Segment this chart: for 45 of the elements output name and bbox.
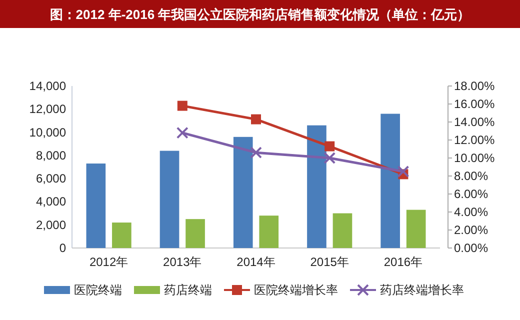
bar <box>186 219 205 248</box>
bar <box>160 150 180 248</box>
legend-label: 药店终端 <box>164 283 212 297</box>
y2-tick-label: 8.00% <box>454 169 488 183</box>
x-tick-label: 2014年 <box>236 255 276 269</box>
y2-tick-label: 6.00% <box>454 187 488 201</box>
y-tick-label: 8,000 <box>36 148 66 162</box>
bar <box>259 216 279 248</box>
bar <box>380 114 400 248</box>
point <box>324 141 335 152</box>
point <box>324 152 336 164</box>
y2-tick-label: 18.00% <box>454 79 496 93</box>
y2-tick-label: 16.00% <box>454 97 496 111</box>
x-tick-label: 2015年 <box>310 255 349 269</box>
point <box>250 146 262 159</box>
x-tick-label: 2013年 <box>163 255 202 269</box>
bar <box>112 222 132 248</box>
y2-tick-label: 12.00% <box>454 133 496 147</box>
legend-label: 医院终端 <box>74 283 122 297</box>
bar <box>307 125 326 248</box>
bar <box>86 164 106 248</box>
x-tick-label: 2016年 <box>384 255 423 269</box>
bar <box>233 136 253 248</box>
y2-tick-label: 14.00% <box>454 115 496 129</box>
y2-tick-label: 2.00% <box>454 223 488 237</box>
point <box>397 166 410 178</box>
point <box>177 100 188 111</box>
chart-title: 图：2012 年-2016 年我国公立医院和药店销售额变化情况（单位：亿元） <box>50 7 470 22</box>
y-tick-label: 4,000 <box>36 194 66 209</box>
bar <box>332 213 352 248</box>
legend-label: 医院终端增长率 <box>254 283 338 297</box>
bar <box>406 210 426 248</box>
y-tick-label: 0 <box>59 241 66 255</box>
point <box>176 126 188 139</box>
y-tick-label: 12,000 <box>29 102 66 116</box>
legend-label: 药店终端增长率 <box>380 283 464 297</box>
point <box>251 114 261 124</box>
y-tick-label: 6,000 <box>36 172 66 186</box>
y2-tick-label: 10.00% <box>454 151 496 165</box>
y2-tick-label: 4.00% <box>454 205 488 219</box>
y-tick-label: 10,000 <box>29 125 66 140</box>
y-tick-label: 2,000 <box>36 218 66 232</box>
y2-tick-label: 0.00% <box>454 241 488 255</box>
x-tick-label: 2012年 <box>89 255 128 269</box>
y-tick-label: 14,000 <box>29 79 66 93</box>
